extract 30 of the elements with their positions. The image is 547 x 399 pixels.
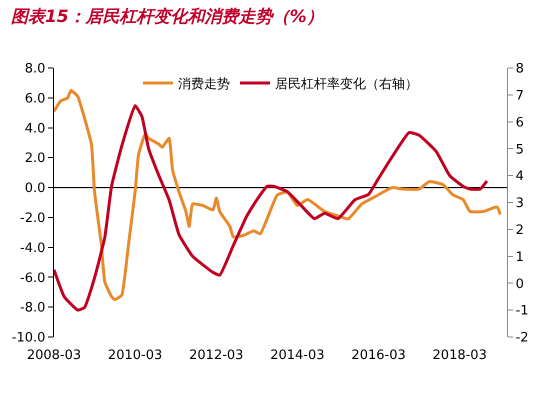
y-tick-label: 8.0: [24, 62, 46, 77]
x-tick-label: 2014-03: [270, 348, 325, 363]
y2-tick-label: 3: [516, 196, 524, 212]
y-tick-label: 2.0: [24, 151, 46, 166]
x-tick-label: 2016-03: [351, 348, 406, 363]
y-tick-label: 4.0: [24, 121, 46, 136]
y2-tick-label: 4: [516, 169, 524, 184]
y2-tick-label: 0: [516, 276, 524, 292]
legend-label: 消费走势: [178, 77, 230, 92]
y-tick-label: 0.0: [24, 181, 46, 196]
y2-tick-label: 5: [516, 142, 524, 158]
y2-tick-label: 7: [516, 88, 524, 104]
x-tick-label: 2012-03: [189, 348, 244, 363]
y2-tick-label: -1: [516, 304, 529, 319]
y-tick-label: -2.0: [20, 210, 46, 226]
legend-label: 居民杠杆率变化（右轴）: [275, 76, 418, 92]
y2-tick-label: 1: [516, 250, 524, 265]
y2-tick-label: 6: [516, 115, 524, 130]
chart-title: 图表15：居民杠杆变化和消费走势（%）: [10, 6, 324, 27]
y-tick-label: 6.0: [24, 91, 46, 106]
y-tick-label: -10.0: [12, 330, 46, 346]
y-tick-label: -4.0: [20, 240, 46, 256]
x-tick-label: 2018-03: [432, 348, 487, 363]
x-tick-label: 2010-03: [108, 348, 162, 363]
y-tick-label: -6.0: [20, 270, 46, 286]
x-tick-label: 2008-03: [26, 348, 82, 363]
y2-tick-label: 2: [516, 222, 524, 238]
y2-tick-label: -2: [516, 330, 529, 346]
y-tick-label: -8.0: [20, 300, 46, 316]
y2-tick-label: 8: [516, 62, 524, 77]
